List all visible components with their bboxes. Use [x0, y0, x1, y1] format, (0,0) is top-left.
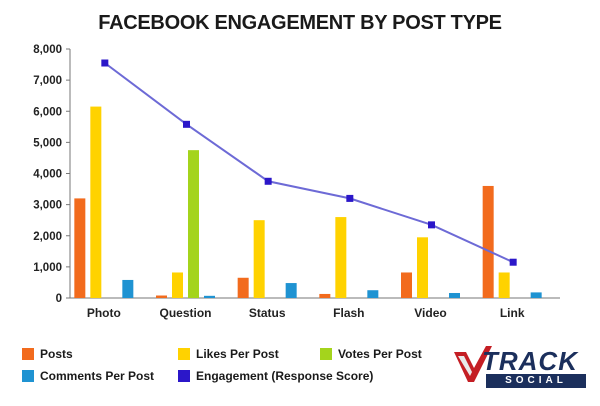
engagement-point-photo	[101, 59, 109, 67]
bar-likes-per-post-question	[172, 272, 183, 298]
x-tick-label-video: Video	[414, 306, 446, 320]
y-tick-label: 4,000	[33, 169, 62, 181]
x-tick-label-status: Status	[249, 306, 286, 320]
bar-comments-per-post-question	[204, 295, 215, 298]
bar-likes-per-post-status	[253, 220, 265, 298]
x-tick-label-link: Link	[500, 306, 525, 320]
engagement-point-question	[183, 120, 190, 128]
engagement-point-video	[428, 221, 435, 229]
bar-comments-per-post-photo	[122, 279, 134, 298]
bar-posts-status	[237, 277, 249, 298]
engagement-line	[101, 59, 517, 266]
track-social-logo: TRACK SOCIAL	[452, 346, 590, 390]
bar-likes-per-post-video	[417, 237, 428, 298]
bar-comments-per-post-link	[530, 292, 542, 298]
x-tick-labels: Photo Question Status Flash Video Link	[87, 306, 525, 320]
bar-marks	[74, 106, 542, 298]
bar-comments-per-post-video	[449, 293, 460, 298]
bar-posts-photo	[74, 198, 86, 298]
bar-votes-per-post-question	[188, 150, 199, 298]
bar-comments-per-post-status	[285, 283, 297, 298]
logo-check-mark	[454, 346, 492, 382]
bar-posts-question	[156, 295, 167, 298]
logo-word-track: TRACK	[482, 346, 578, 376]
y-tick-label: 5,000	[33, 137, 62, 149]
logo-word-social: SOCIAL	[486, 374, 586, 388]
engagement-point-flash	[346, 194, 354, 202]
bar-likes-per-post-flash	[335, 217, 347, 298]
bar-posts-flash	[319, 293, 331, 298]
x-tick-label-photo: Photo	[87, 306, 121, 320]
y-tick-label: 2,000	[33, 231, 62, 243]
x-tick-label-flash: Flash	[333, 306, 364, 320]
bar-comments-per-post-flash	[367, 290, 379, 298]
engagement-point-link	[509, 258, 517, 266]
chart-title: FACEBOOK ENGAGEMENT BY POST TYPE	[98, 12, 502, 34]
bar-posts-video	[401, 272, 412, 298]
y-tick-label: 8,000	[33, 44, 62, 56]
y-tick-label: 0	[56, 293, 62, 305]
x-tick-label-question: Question	[159, 306, 211, 320]
bar-posts-link	[482, 185, 494, 298]
y-tick-label: 3,000	[33, 200, 62, 212]
bar-likes-per-post-photo	[90, 106, 102, 298]
y-tick-labels: 0 1,000 2,000 3,000 4,000 5,000 6,000 7,000 8,00…	[33, 44, 70, 305]
engagement-line-path	[104, 62, 514, 264]
y-tick-label: 7,000	[33, 75, 62, 87]
engagement-point-status	[264, 177, 272, 185]
y-tick-label: 1,000	[33, 262, 62, 274]
y-tick-label: 6,000	[33, 106, 62, 118]
bar-likes-per-post-link	[498, 272, 510, 298]
